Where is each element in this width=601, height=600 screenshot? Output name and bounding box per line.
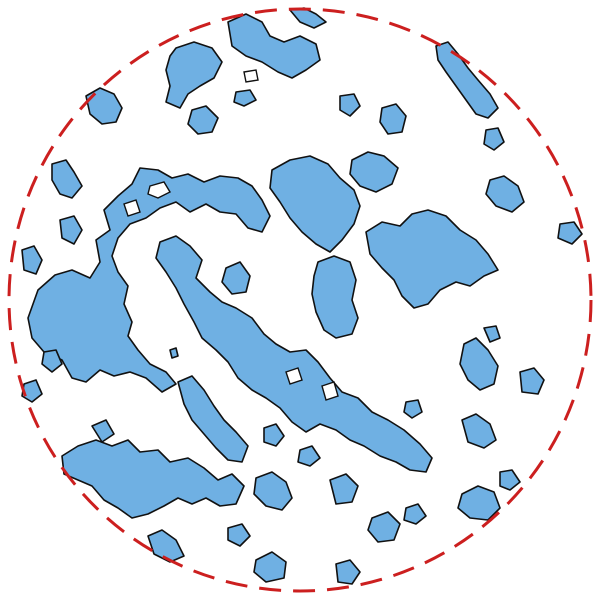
cluster-south-a [253,471,293,511]
cluster-north-c [187,105,219,135]
cluster-lower-west-blob [147,529,185,563]
cluster-north-b [227,13,321,79]
cluster-holes-layer [123,69,339,401]
cluster-mid-small-b [263,423,285,447]
clusters-layer [21,7,583,585]
cluster-east-mid-b [519,367,545,395]
cluster-center-diagonal [155,235,433,473]
cluster-west-lower-small [41,349,63,373]
cluster-west-spot [59,215,83,245]
cluster-east-mid-c [461,413,497,449]
cluster-center-lower-arm [177,375,249,463]
cluster-tiny-dot [169,347,179,359]
cluster-northeast-tip [483,127,505,151]
cluster-east-low-a [457,485,501,521]
cluster-south-c [367,511,401,543]
cluster-mid-small-a [221,261,251,295]
cluster-hole-e [243,69,259,83]
cluster-east-low-c [403,503,427,525]
cluster-south-b [329,473,359,505]
cluster-east-blob-b [485,175,525,213]
cluster-southwest-tip [91,419,115,443]
cluster-north-dot-a [339,93,361,117]
cluster-center-upper [269,155,361,253]
cluster-hole-d [321,381,339,401]
cluster-east-main [365,209,499,309]
cluster-east-low-b [499,469,521,491]
cluster-hole-a [147,181,171,199]
cluster-east-spot [483,325,501,343]
dashed-circle-boundary [7,7,593,593]
cluster-north-a [165,41,223,109]
cluster-south-g [297,445,321,467]
cluster-east-rim [557,221,583,245]
cluster-southwest-long [61,439,245,519]
cluster-north-d [289,7,327,29]
cluster-south-e [335,559,361,585]
cluster-north-spot [233,89,257,107]
cluster-east-blob-a [349,151,399,193]
cluster-west-appendix [51,159,83,199]
cluster-east-mid-a [459,337,499,391]
cluster-west-edge [21,379,43,403]
cluster-far-west-small [21,245,43,275]
cluster-center-pillar [311,255,359,339]
cluster-northwest-small [85,87,123,125]
cluster-hole-c [285,367,303,385]
cluster-hole-b [123,199,141,217]
cluster-south-d [253,551,287,583]
cluster-west-main [27,167,271,393]
cluster-mid-small-c [403,399,423,419]
cluster-south-f [227,523,251,547]
cluster-north-dot-b [379,103,407,135]
